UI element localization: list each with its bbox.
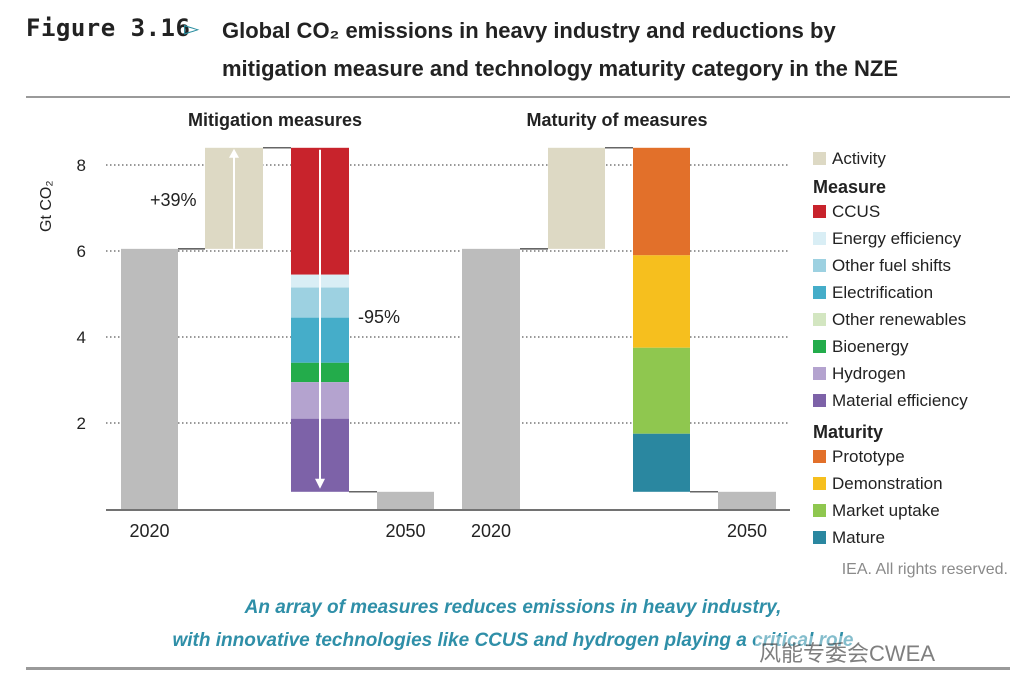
legend-heading-maturity: Maturity xyxy=(813,422,883,442)
legend-swatch-mature xyxy=(813,531,826,544)
panel-2-segment-mature xyxy=(633,433,690,492)
legend-label-prototype: Prototype xyxy=(832,447,905,466)
panel-2-segment-market-uptake xyxy=(633,347,690,434)
legend-swatch-electrification xyxy=(813,286,826,299)
legend-label-ccus: CCUS xyxy=(832,202,880,221)
y-axis-label: Gt CO₂ xyxy=(38,180,55,232)
figure-number: Figure 3.16 xyxy=(26,14,191,42)
panel-2-bar-2020 xyxy=(462,248,520,509)
decrease-label: -95% xyxy=(358,307,400,327)
legend-label-hydrogen: Hydrogen xyxy=(832,364,906,383)
panel-2-segment-demonstration xyxy=(633,255,690,348)
legend-label-electrification: Electrification xyxy=(832,283,933,302)
y-tick-label: 8 xyxy=(77,156,86,175)
figure-header: Figure 3.16 ▻ Global CO₂ emissions in he… xyxy=(26,12,1016,92)
legend-swatch-activity xyxy=(813,152,826,165)
figure-title-line-2: mitigation measure and technology maturi… xyxy=(222,56,899,81)
legend-label-activity: Activity xyxy=(832,149,886,168)
legend-swatch-hydrogen xyxy=(813,367,826,380)
legend-label-other-fuel-shifts: Other fuel shifts xyxy=(832,256,951,275)
legend-swatch-energy-efficiency xyxy=(813,232,826,245)
panel-1-x-label-end: 2050 xyxy=(385,521,425,541)
panel-1-bar-2020 xyxy=(121,248,178,509)
increase-arrow-head xyxy=(229,148,239,158)
legend-label-energy-efficiency: Energy efficiency xyxy=(832,229,962,248)
legend-swatch-ccus xyxy=(813,205,826,218)
credit-text: IEA. All rights reserved. xyxy=(841,561,1008,578)
legend-swatch-demonstration xyxy=(813,477,826,490)
legend-swatch-bioenergy xyxy=(813,340,826,353)
legend-label-market-uptake: Market uptake xyxy=(832,501,940,520)
legend-swatch-market-uptake xyxy=(813,504,826,517)
panel-2-bar-2050 xyxy=(718,491,776,509)
panel-2-x-label-end: 2050 xyxy=(727,521,767,541)
figure-title-line-1: Global CO₂ emissions in heavy industry a… xyxy=(222,18,836,43)
legend-label-material-efficiency: Material efficiency xyxy=(832,391,968,410)
y-tick-label: 2 xyxy=(77,414,86,433)
decrease-arrow-head xyxy=(315,478,325,489)
figure-arrow-icon: ▻ xyxy=(184,18,200,40)
panel-1-title: Mitigation measures xyxy=(188,110,362,130)
y-tick-label: 6 xyxy=(77,242,86,261)
panel-2-bar-activity xyxy=(548,147,605,249)
legend-label-mature: Mature xyxy=(832,528,885,547)
legend-swatch-material-efficiency xyxy=(813,394,826,407)
legend-heading-measure: Measure xyxy=(813,177,886,197)
legend-label-demonstration: Demonstration xyxy=(832,474,943,493)
legend-swatch-prototype xyxy=(813,450,826,463)
figure-title: Global CO₂ emissions in heavy industry a… xyxy=(222,12,1022,88)
panel-2-x-label-start: 2020 xyxy=(471,521,511,541)
increase-label: +39% xyxy=(150,190,197,210)
legend-label-bioenergy: Bioenergy xyxy=(832,337,909,356)
bottom-divider xyxy=(26,667,1010,670)
panel-1-x-label-start: 2020 xyxy=(129,521,169,541)
top-divider xyxy=(26,96,1010,98)
panel-2-segment-prototype xyxy=(633,147,690,256)
panel-2-title: Maturity of measures xyxy=(526,110,707,130)
watermark-text: 风能专委会CWEA xyxy=(755,636,940,668)
caption-line-2: with innovative technologies like CCUS a… xyxy=(172,630,854,651)
legend-label-other-renewables: Other renewables xyxy=(832,310,966,329)
caption-line-1: An array of measures reduces emissions i… xyxy=(244,597,782,618)
y-tick-label: 4 xyxy=(77,328,86,347)
legend-swatch-other-renewables xyxy=(813,313,826,326)
panel-1-bar-2050 xyxy=(377,491,434,509)
legend-swatch-other-fuel-shifts xyxy=(813,259,826,272)
